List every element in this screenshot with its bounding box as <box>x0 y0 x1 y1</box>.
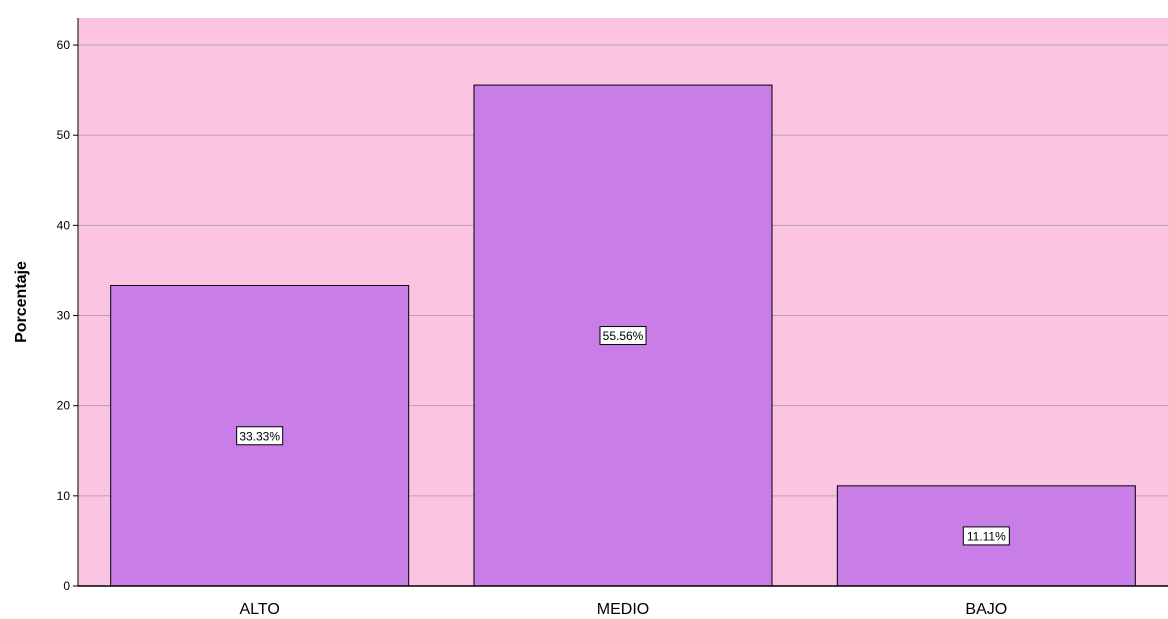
y-tick-label: 40 <box>57 218 71 232</box>
x-category-label: BAJO <box>965 601 1007 618</box>
x-category-label: ALTO <box>240 601 280 618</box>
y-tick-label: 30 <box>57 309 71 323</box>
y-tick-label: 60 <box>57 38 71 52</box>
y-tick-label: 0 <box>63 579 70 593</box>
data-labels: 33.33% 55.56% 11.11% <box>236 326 1010 546</box>
data-label-box <box>236 426 284 446</box>
data-label: 55.56% <box>603 329 644 343</box>
x-category-label: MEDIO <box>597 601 649 618</box>
axes: 0 10 20 30 40 50 60 ALTO MEDIO BAJO <box>57 18 1168 618</box>
y-axis-title: Porcentaje <box>13 261 30 343</box>
y-tick-label: 10 <box>57 489 71 503</box>
data-label: 33.33% <box>239 429 280 443</box>
y-tick-label: 50 <box>57 128 71 142</box>
data-label-box <box>599 326 647 346</box>
bar-alto <box>110 285 410 587</box>
data-label-box <box>962 526 1010 546</box>
data-label: 11.11% <box>967 529 1006 543</box>
y-tick-label: 20 <box>57 399 71 413</box>
